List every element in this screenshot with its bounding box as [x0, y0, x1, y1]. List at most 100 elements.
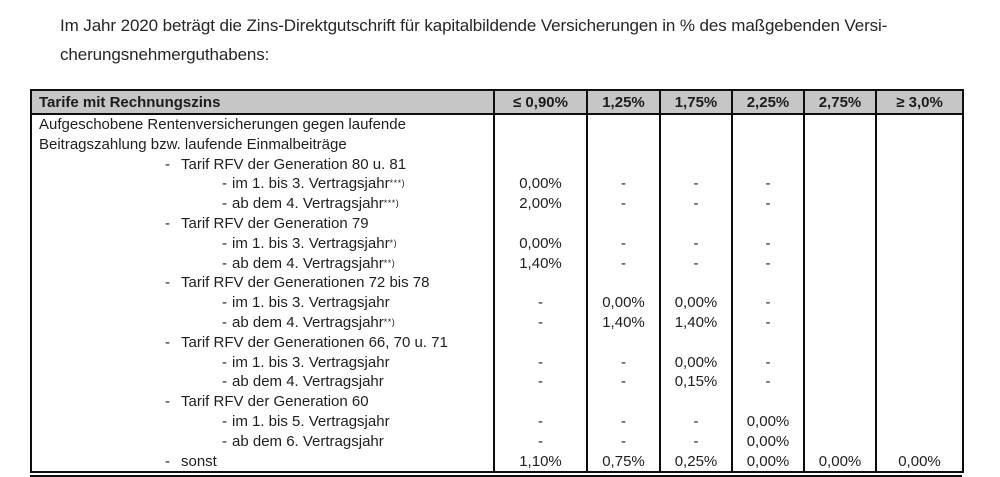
intro-paragraph: Im Jahr 2020 beträgt die Zins-Direktguts…: [60, 11, 887, 69]
row-label-text: Beitragszahlung bzw. laufende Einmalbeit…: [39, 135, 347, 153]
rate-value-cell: [803, 332, 877, 353]
rate-value-cell: [875, 154, 964, 175]
row-label-text: Tarif RFV der Generationen 72 bis 78: [181, 274, 430, 292]
rate-value-cell: 0,00%: [493, 233, 588, 254]
rate-value-cell: [875, 332, 964, 353]
rate-value-cell: -: [586, 431, 661, 452]
list-dash: -: [165, 274, 170, 292]
table-row: - ab dem 4. Vertragsjahr ***) 2,00% - - -: [30, 194, 964, 214]
next-row-cell-stub: [875, 475, 962, 477]
rate-value-cell: [875, 293, 964, 313]
rate-value-cell: 0,00%: [731, 451, 805, 474]
rate-value-cell: [586, 154, 661, 175]
table-row: - Tarif RFV der Generationen 66, 70 u. 71: [30, 332, 964, 353]
rate-value-cell: -: [659, 411, 733, 432]
table-row: - Tarif RFV der Generation 80 u. 81: [30, 154, 964, 175]
row-label-text: sonst: [181, 452, 217, 470]
header-tarife-mit-rechnungszins: Tarife mit Rechnungszins: [30, 89, 495, 115]
row-label-cell: - Tarif RFV der Generationen 66, 70 u. 71: [30, 332, 495, 353]
list-dash: -: [165, 452, 170, 470]
list-dash: -: [222, 175, 227, 193]
rate-value-cell: [875, 253, 964, 274]
row-label-cell: - ab dem 4. Vertragsjahr ***): [30, 194, 495, 214]
row-label-text: ab dem 6. Vertragsjahr: [232, 432, 384, 450]
row-label-cell: - im 1. bis 3. Vertragsjahr ***): [30, 174, 495, 195]
rate-value-cell: [875, 174, 964, 195]
rate-value-cell: [493, 134, 588, 155]
rate-value-cell: [586, 332, 661, 353]
rate-value-cell: -: [731, 372, 805, 393]
rate-value-cell: [659, 392, 733, 412]
row-label-text: ab dem 4. Vertragsjahr: [232, 313, 384, 331]
rate-value-cell: [803, 352, 877, 373]
rate-value-cell: [875, 431, 964, 452]
rate-value-cell: 0,75%: [586, 451, 661, 474]
rate-value-cell: [586, 273, 661, 294]
rate-value-cell: [803, 213, 877, 234]
table-row: - Tarif RFV der Generationen 72 bis 78: [30, 273, 964, 294]
rate-value-cell: 0,00%: [875, 451, 964, 474]
rate-value-cell: [659, 114, 733, 135]
rate-value-cell: -: [586, 372, 661, 393]
next-row-cell-stub: [803, 475, 875, 477]
row-label-cell: - sonst: [30, 451, 495, 474]
row-label-text: Tarif RFV der Generation 80 u. 81: [181, 155, 407, 173]
row-label-text: im 1. bis 3. Vertragsjahr: [232, 353, 390, 371]
rate-value-cell: -: [659, 174, 733, 195]
rate-value-cell: -: [586, 411, 661, 432]
rate-value-cell: [803, 273, 877, 294]
rate-value-cell: [493, 273, 588, 294]
rate-value-cell: [875, 372, 964, 393]
row-label-cell: - ab dem 4. Vertragsjahr **): [30, 312, 495, 333]
table-row: - im 1. bis 3. Vertragsjahr -0,00% 0,00% -: [30, 293, 964, 313]
rate-value-cell: -: [493, 431, 588, 452]
list-dash: -: [222, 294, 227, 312]
next-row-cell-stub: [659, 475, 731, 477]
row-label-cell: - Tarif RFV der Generation 79: [30, 213, 495, 234]
table-row: - im 1. bis 3. Vertragsjahr ***) 0,00% - - -: [30, 174, 964, 195]
row-label-cell: - ab dem 6. Vertragsjahr: [30, 431, 495, 452]
rate-value-cell: [803, 114, 877, 135]
rate-value-cell: [659, 134, 733, 155]
rate-value-cell: [875, 411, 964, 432]
rate-value-cell: [803, 174, 877, 195]
row-label-text: ab dem 4. Vertragsjahr: [232, 195, 384, 213]
next-row-cell-stub: [493, 475, 586, 477]
rate-value-cell: [659, 154, 733, 175]
rate-value-cell: [875, 312, 964, 333]
list-dash: -: [222, 432, 227, 450]
rate-value-cell: [875, 134, 964, 155]
header-rate-column-1: 1,25%: [586, 89, 661, 115]
rate-value-cell: [875, 213, 964, 234]
rate-value-cell: [731, 114, 805, 135]
table-row: - Tarif RFV der Generation 60: [30, 392, 964, 412]
list-dash: -: [165, 393, 170, 411]
rate-value-cell: [875, 392, 964, 412]
rate-value-cell: [803, 431, 877, 452]
rate-value-cell: -: [659, 431, 733, 452]
rate-value-cell: [803, 392, 877, 412]
rate-value-cell: [586, 392, 661, 412]
list-dash: -: [222, 195, 227, 213]
row-label-text: im 1. bis 3. Vertragsjahr: [232, 294, 390, 312]
rate-value-cell: [731, 154, 805, 175]
rate-value-cell: [731, 332, 805, 353]
rate-value-cell: -: [586, 194, 661, 214]
rate-value-cell: [803, 411, 877, 432]
header-rate-column-2: 1,75%: [659, 89, 733, 115]
rate-value-cell: [586, 134, 661, 155]
table-row: - Tarif RFV der Generation 79: [30, 213, 964, 234]
header-rate-column-4: 2,75%: [803, 89, 877, 115]
next-row-sliver: [30, 475, 962, 477]
next-row-cell-stub: [586, 475, 659, 477]
rate-value-cell: -: [493, 312, 588, 333]
rate-value-cell: 0,15%: [659, 372, 733, 393]
list-dash: -: [222, 254, 227, 272]
rate-value-cell: [875, 233, 964, 254]
row-label-cell: - Tarif RFV der Generation 60: [30, 392, 495, 412]
rate-value-cell: -: [731, 253, 805, 274]
rate-value-cell: 0,25%: [659, 451, 733, 474]
rate-value-cell: [731, 213, 805, 234]
rate-value-cell: -: [731, 174, 805, 195]
list-dash: -: [165, 333, 170, 351]
